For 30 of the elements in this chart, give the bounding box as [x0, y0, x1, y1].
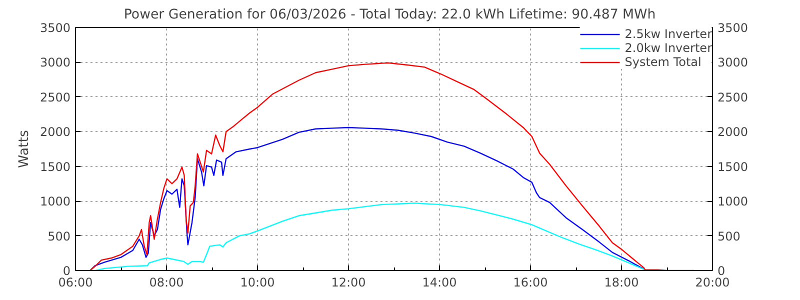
- x-tick-label: 10:00: [240, 276, 275, 290]
- x-tick-label: 16:00: [513, 276, 548, 290]
- line-series: [89, 126, 646, 270]
- x-tick-label: 20:00: [695, 276, 730, 290]
- legend-label: System Total: [624, 55, 702, 69]
- chart-title: Power Generation for 06/03/2026 - Total Today: 22.0 kWh Lifetime: 90.487 MWh: [124, 8, 656, 22]
- y2-tick-label: 2500: [718, 90, 748, 104]
- y-tick-label: 2000: [40, 125, 71, 140]
- y-tick-label: 1500: [40, 160, 71, 174]
- y-tick-label: 1000: [40, 194, 71, 209]
- legend-label: 2.0kw Inverter: [624, 41, 712, 55]
- y2-tick-label: 3500: [718, 21, 748, 35]
- y-tick-label: 500: [48, 229, 70, 244]
- y2-tick-label: 1500: [718, 160, 748, 174]
- y2-tick-label: 2000: [718, 125, 748, 140]
- y2-tick-label: 0: [718, 264, 726, 278]
- legend-label: 2.5kw Inverter: [624, 27, 712, 41]
- y-tick-label: 2500: [40, 90, 71, 104]
- x-tick-label: 12:00: [331, 276, 366, 290]
- y2-tick-label: 500: [718, 229, 740, 244]
- y-axis-title: Watts: [16, 130, 32, 168]
- x-tick-label: 08:00: [149, 276, 184, 290]
- y-tick-label: 3000: [40, 56, 71, 70]
- y-tick-label: 0: [62, 264, 71, 278]
- y2-tick-label: 1000: [718, 194, 748, 209]
- y2-tick-label: 3000: [718, 56, 748, 70]
- x-tick-label: 06:00: [58, 276, 93, 290]
- x-tick-label: 18:00: [604, 276, 639, 290]
- x-tick-label: 14:00: [422, 276, 457, 290]
- y-tick-label: 3500: [40, 21, 71, 35]
